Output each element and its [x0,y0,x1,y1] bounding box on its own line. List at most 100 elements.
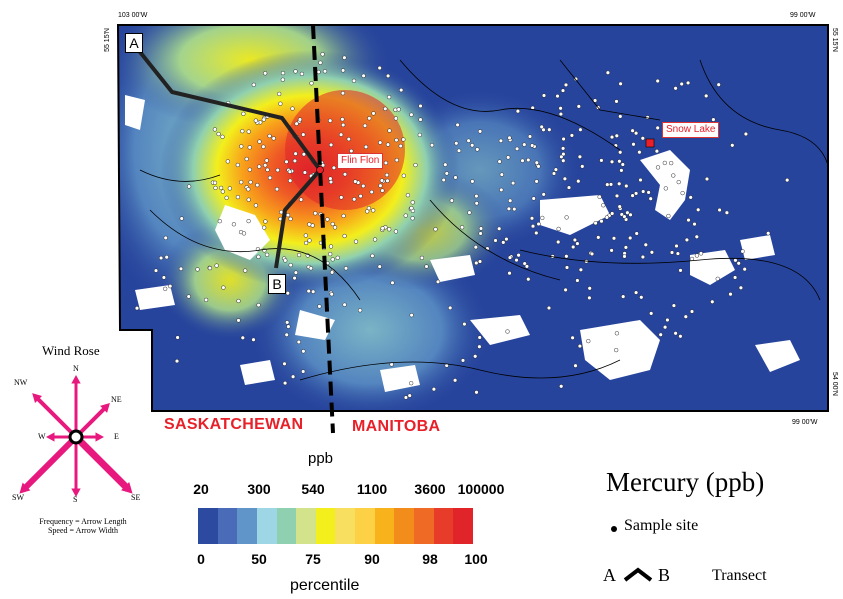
sample-site [377,65,382,71]
sample-site [246,219,251,224]
sample-site [593,221,598,226]
legend-color-swatch [453,508,473,544]
sample-site-legend-label: Sample site [624,517,699,534]
sample-site [328,118,333,123]
top-right-longitude: 99 00'W [790,12,816,19]
legend-color-swatch [315,508,336,544]
wind-arrow-head [95,432,104,442]
transect-end-label: B [268,274,286,294]
sample-site [634,231,639,236]
wind-dir-w: W [38,432,46,441]
sample-site [477,335,482,340]
sample-site [561,152,566,157]
sample-site [596,235,601,240]
sample-site [349,148,354,154]
sample-site [161,275,166,280]
sample-site [373,237,378,242]
sample-site [322,69,328,74]
wind-arrow-head [46,432,55,442]
ppb-tick: 1100 [356,481,388,497]
sample-site [675,251,680,256]
sample-site [306,289,311,294]
sample-site [611,236,617,241]
sample-site [573,363,578,368]
sample-site [385,178,390,183]
sample-site [578,127,583,132]
sample-site [617,181,622,186]
sample-site [571,244,576,250]
sample-site [220,189,225,194]
sample-site [474,390,479,395]
sample-site [478,226,484,231]
sample-site [244,156,249,162]
sample-site [648,196,653,201]
sample-site [248,180,253,185]
sample-site [431,387,436,392]
sample-site [641,189,646,194]
sample-site [497,226,502,231]
drainage-lines [139,59,828,381]
sample-site [448,305,453,310]
wind-dir-ne: NE [111,395,122,404]
snow-lake-marker [645,138,655,148]
sample-site [536,221,541,227]
sample-site [676,180,681,185]
wind-rose-speed-note: Speed = Arrow Width [47,526,119,535]
sample-site [328,179,334,185]
sample-site [235,195,240,200]
snow-lake-label: Snow Lake [662,122,720,138]
sample-site [563,82,569,87]
sample-site [454,141,459,146]
sample-site [409,313,414,318]
sample-site [370,253,375,258]
sample-site [246,197,251,202]
sample-site [477,344,482,349]
sample-site [662,325,668,330]
legend-color-swatch [355,508,375,544]
sample-site [604,215,609,220]
sample-site [618,114,623,119]
sample-site [409,206,414,211]
sample-site [474,194,479,199]
sample-site [679,81,684,87]
sample-site [287,169,292,174]
saskatchewan-label: SASKATCHEWAN [164,416,304,433]
sample-site [578,267,583,272]
sample-site [221,285,226,290]
sample-site [614,331,619,336]
sample-site [435,279,441,284]
sample-site [684,237,689,242]
sample-site [235,162,240,168]
sample-site [330,221,335,227]
sample-site [619,168,624,173]
sample-site [366,206,371,211]
sample-site [558,106,563,111]
sample-site [655,125,660,130]
sample-site [241,111,246,116]
sample-site [610,211,615,216]
right-latitude-top: 55 15'N [831,28,838,52]
sample-site [623,245,628,250]
sample-site [341,68,346,73]
sample-site [380,226,385,231]
sample-site [265,167,270,172]
sample-site [213,185,218,190]
sample-site [736,261,741,266]
sample-site [419,255,424,260]
sample-site [271,136,276,141]
sample-site [394,158,399,163]
map-field [118,25,828,411]
sample-site [418,117,423,122]
sample-site [403,213,408,218]
sample-site [413,163,418,168]
percentile-tick: 100 [464,551,488,567]
percentile-tick: 90 [364,551,380,567]
sample-site [742,267,747,272]
sample-site [261,117,266,122]
sample-site [367,116,372,121]
sample-site [328,176,333,181]
sample-site [163,286,168,291]
sample-site [284,332,289,337]
sample-site [671,173,676,178]
